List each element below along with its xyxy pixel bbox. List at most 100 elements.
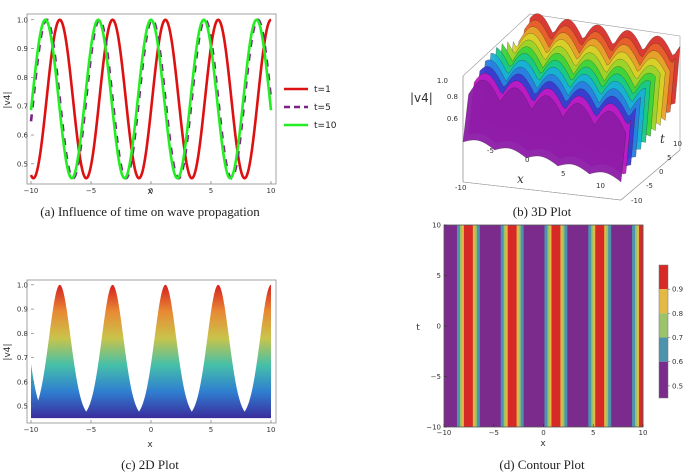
legend-label: t=10 [314, 121, 337, 131]
contour-band [608, 225, 612, 427]
colorbar-band [659, 265, 668, 290]
y-tick-label: 0.8 [17, 74, 28, 82]
panel-d-caption: (d) Contour Plot [499, 457, 585, 472]
panel-d-stripes [444, 225, 644, 427]
contour-band [507, 225, 517, 427]
panel-d-colorbar: 0.9 0.8 0.7 0.6 0.5 [658, 264, 684, 399]
y-tick-label: 10 [432, 222, 441, 230]
x-tick-label: −10 [24, 187, 39, 195]
y-tick-label: 1.0 [17, 16, 28, 24]
y-tick-label: 0.8 [17, 330, 28, 338]
y-tick-label: −5 [431, 373, 441, 381]
colorbar-label: 0.7 [672, 334, 683, 342]
y-tick-label: 0.6 [17, 378, 29, 386]
y-tick-label: 0 [437, 323, 441, 331]
contour-band [588, 225, 592, 427]
panel-b-edge [620, 149, 681, 201]
colorbar-frame [658, 264, 669, 399]
colorbar-band [659, 361, 668, 398]
y-tick-label: 0.5 [17, 160, 28, 168]
colorbar-label: 0.8 [672, 310, 683, 318]
contour-band [523, 225, 545, 427]
panel-b-y-tick: 10 [673, 140, 682, 148]
y-tick-label: 0.6 [17, 132, 29, 140]
panel-b-z-tick: 1.0 [437, 77, 448, 85]
contour-band [520, 225, 524, 427]
contour-band [461, 225, 465, 427]
y-tick-label: 0.7 [17, 354, 28, 362]
x-tick-label: 10 [639, 429, 648, 437]
x-tick-label: 5 [591, 429, 595, 437]
contour-band [560, 225, 563, 427]
panel-a-axes: −10 −5 0 5 10 0.5 0.6 0.7 0.8 0.9 1.0 [17, 16, 276, 195]
contour-band [479, 225, 502, 427]
area-fill [31, 284, 271, 419]
panel-c: −10 −5 0 5 10 0.5 0.6 0.7 0.8 0.9 1.0 x |v4| (c) 2… [3, 279, 277, 472]
contour-band [472, 225, 476, 427]
x-tick-label: −5 [489, 429, 499, 437]
x-tick-label: −10 [437, 429, 452, 437]
contour-band [595, 225, 605, 427]
panel-b-y-tick: 0 [659, 168, 663, 176]
x-tick-label: 0 [541, 429, 545, 437]
panel-b-x-tick: 0 [525, 156, 529, 164]
panel-b-y-tick: -10 [631, 197, 642, 205]
contour-band [503, 225, 506, 427]
contour-band [459, 225, 463, 427]
panel-d: −10 −5 0 5 10 −10 −5 0 5 10 0.9 0.8 0.7 0.6 0.5 x t (… [416, 222, 683, 473]
x-tick-label: 0 [149, 426, 153, 434]
contour-band [549, 225, 552, 427]
panel-a-lines [29, 18, 273, 180]
colorbar-band [659, 289, 668, 314]
legend-label: t=5 [314, 103, 331, 113]
y-tick-label: 0.9 [17, 45, 28, 53]
contour-band [611, 225, 633, 427]
panel-b-x-tick: 5 [561, 170, 565, 178]
panel-a-xlabel: x [147, 187, 153, 197]
contour-band [639, 225, 644, 427]
panel-d-ylabel: t [416, 323, 420, 333]
panel-b-x-tick: -5 [487, 147, 494, 155]
panel-c-xlabel: x [147, 440, 153, 450]
y-tick-label: 5 [437, 272, 441, 280]
contour-band [551, 225, 561, 427]
panel-c-ylabel: |v4| [3, 343, 13, 360]
colorbar-band [659, 337, 668, 362]
contour-band [564, 225, 568, 427]
contour-band [591, 225, 594, 427]
x-tick-label: 10 [267, 187, 276, 195]
x-tick-label: −10 [24, 426, 39, 434]
contour-band [474, 225, 478, 427]
panel-b-x-tick: 10 [596, 182, 605, 190]
x-tick-label: 10 [267, 426, 276, 434]
contour-band [562, 225, 565, 427]
panel-b-surface [462, 13, 681, 183]
colorbar-label: 0.5 [672, 382, 683, 390]
y-tick-label: 0.9 [17, 306, 28, 314]
x-tick-label: 0 [149, 187, 153, 195]
contour-band [476, 225, 481, 427]
contour-band [505, 225, 508, 427]
contour-band [547, 225, 550, 427]
panel-d-axes: −10 −5 0 5 10 −10 −5 0 5 10 [426, 222, 647, 438]
y-tick-label: 1.0 [17, 281, 28, 289]
y-tick-label: −10 [426, 424, 441, 432]
surface-band [462, 79, 627, 183]
contour-band [635, 225, 638, 427]
contour-band [637, 225, 640, 427]
panel-b-z-tick: 0.8 [447, 93, 458, 101]
panel-b-xlabel: x [517, 172, 524, 186]
contour-band [604, 225, 607, 427]
panel-b-x-tick: -10 [455, 184, 466, 192]
x-tick-label: −5 [86, 426, 96, 434]
panel-c-caption: (c) 2D Plot [121, 457, 179, 472]
contour-band [593, 225, 596, 427]
panel-a-legend: t=1 t=5 t=10 [284, 85, 337, 131]
panel-b-z-tick: 0.6 [447, 115, 459, 123]
panel-a: −10 −5 0 5 10 0.5 0.6 0.7 0.8 0.9 1.0 t=1 t=5 t=10 x… [3, 13, 337, 219]
panel-b-zlabel: |v4| [410, 91, 433, 105]
panel-c-frame [26, 279, 277, 424]
contour-band [544, 225, 548, 427]
panel-b: 1.0 0.8 0.6 -10 -5 0 5 10 -10 -5 0 5 10 … [410, 13, 682, 219]
panel-d-xlabel: x [540, 439, 546, 449]
